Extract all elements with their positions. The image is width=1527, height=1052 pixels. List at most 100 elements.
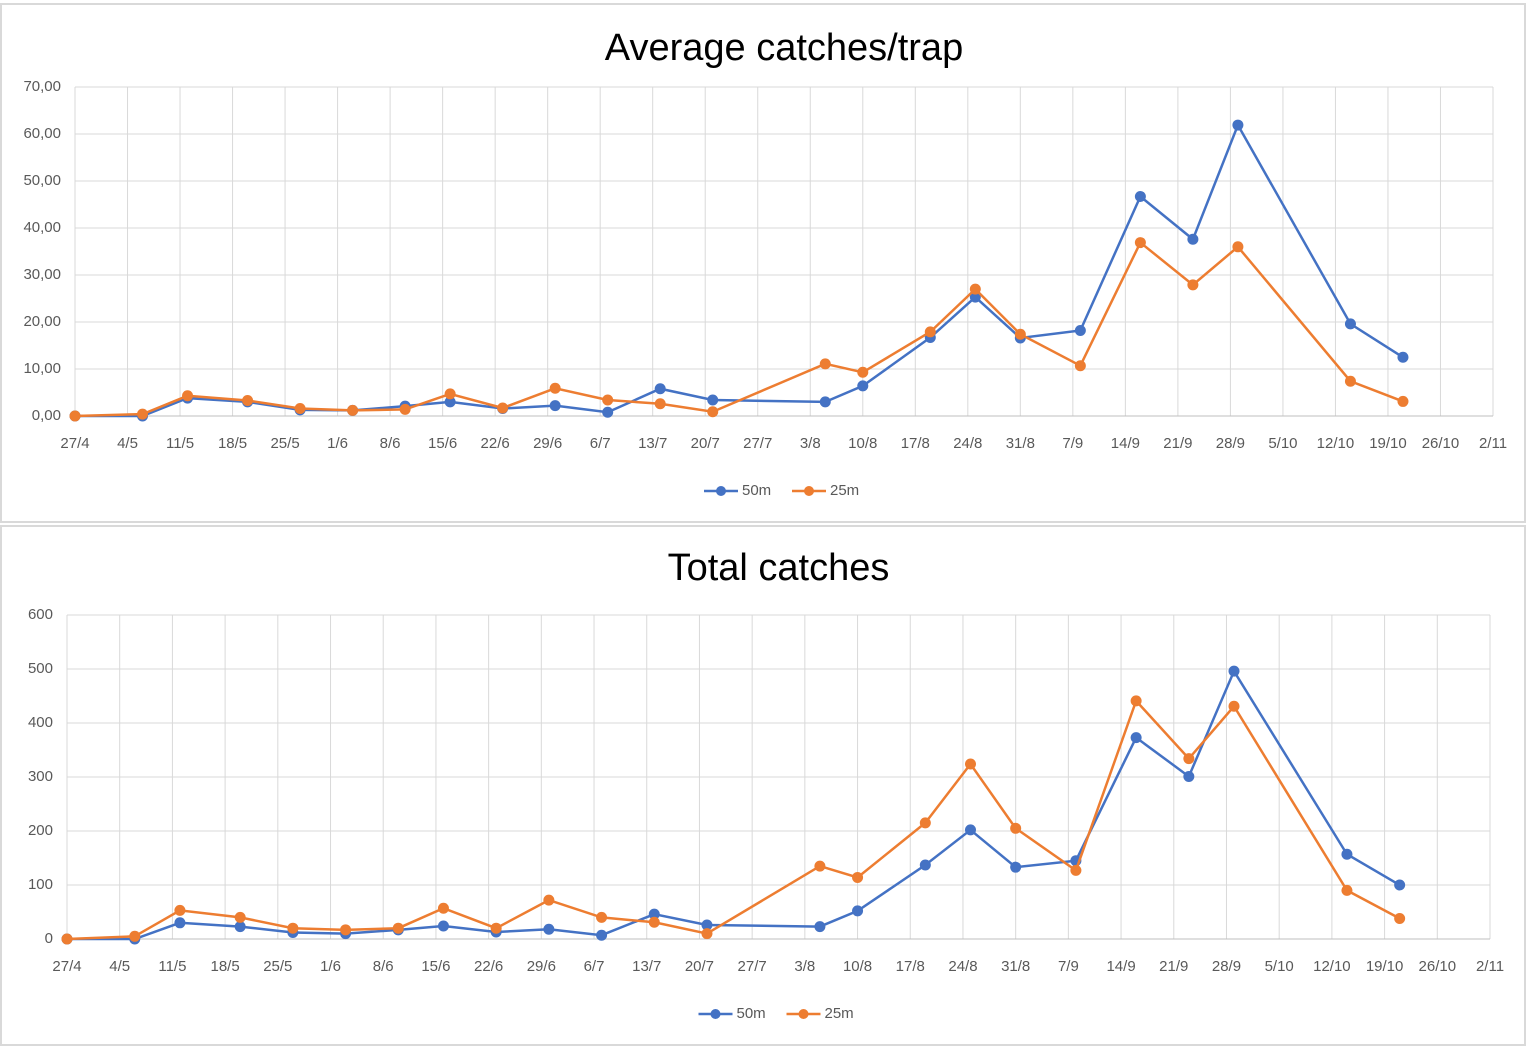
data-point xyxy=(137,408,149,420)
series-line xyxy=(66,698,1401,941)
x-tick-label: 17/8 xyxy=(901,435,930,452)
data-point xyxy=(1187,279,1199,291)
legend-label: 25m xyxy=(825,1005,854,1022)
x-tick-label: 4/5 xyxy=(117,435,138,452)
x-tick-label: 19/10 xyxy=(1366,958,1404,975)
data-point xyxy=(648,916,660,928)
data-point xyxy=(1134,191,1146,203)
data-point xyxy=(1341,848,1353,860)
data-point xyxy=(444,388,456,400)
data-point xyxy=(69,410,81,422)
y-tick-label: 600 xyxy=(28,606,53,623)
series-line xyxy=(74,240,1404,418)
x-tick-label: 27/4 xyxy=(52,958,81,975)
y-tick-label: 400 xyxy=(28,714,53,731)
x-tick-label: 25/5 xyxy=(270,435,299,452)
x-tick-label: 5/10 xyxy=(1268,435,1297,452)
data-point xyxy=(1010,861,1022,873)
data-point xyxy=(596,929,608,941)
data-point xyxy=(964,758,976,770)
y-tick-label: 0 xyxy=(45,930,53,947)
data-point xyxy=(924,326,936,338)
data-point xyxy=(347,404,359,416)
x-tick-label: 11/5 xyxy=(158,958,186,975)
panel xyxy=(0,525,1526,1046)
data-point xyxy=(654,398,666,410)
data-point xyxy=(497,402,509,414)
x-tick-label: 19/10 xyxy=(1369,435,1407,452)
data-point xyxy=(1074,360,1086,372)
x-tick-label: 27/7 xyxy=(743,435,772,452)
data-point xyxy=(543,894,555,906)
data-point xyxy=(707,394,719,406)
x-tick-label: 20/7 xyxy=(685,958,714,975)
x-tick-label: 11/5 xyxy=(166,435,194,452)
data-point xyxy=(1070,864,1082,876)
series-line xyxy=(67,668,1401,941)
legend-marker xyxy=(716,486,726,496)
legend-label: 50m xyxy=(737,1005,766,1022)
legend-marker xyxy=(804,486,814,496)
data-point xyxy=(648,908,660,920)
data-point xyxy=(1074,324,1086,336)
x-tick-label: 7/9 xyxy=(1062,435,1083,452)
x-tick-label: 31/8 xyxy=(1006,435,1035,452)
x-tick-label: 24/8 xyxy=(953,435,982,452)
x-tick-label: 2/11 xyxy=(1479,435,1507,452)
x-tick-label: 8/6 xyxy=(373,958,394,975)
x-tick-label: 5/10 xyxy=(1265,958,1294,975)
x-tick-label: 8/6 xyxy=(380,435,401,452)
x-tick-label: 15/6 xyxy=(428,435,457,452)
x-tick-label: 26/10 xyxy=(1419,958,1457,975)
data-point xyxy=(1130,695,1142,707)
data-point xyxy=(1344,375,1356,387)
x-tick-label: 15/6 xyxy=(421,958,450,975)
data-point xyxy=(602,406,614,418)
x-tick-label: 10/8 xyxy=(848,435,877,452)
data-point xyxy=(1397,351,1409,363)
data-point xyxy=(1232,241,1244,253)
data-point xyxy=(969,291,981,303)
data-point xyxy=(1228,700,1240,712)
x-tick-label: 18/5 xyxy=(211,958,240,975)
data-point xyxy=(819,358,831,370)
data-point xyxy=(857,366,869,378)
data-point xyxy=(242,394,254,406)
data-point xyxy=(437,902,449,914)
data-point xyxy=(1134,237,1146,249)
data-point xyxy=(490,922,502,934)
data-point xyxy=(1183,753,1195,765)
data-point xyxy=(61,933,73,945)
data-point xyxy=(549,400,561,412)
data-point xyxy=(1344,318,1356,330)
x-tick-label: 12/10 xyxy=(1313,958,1351,975)
data-point xyxy=(1394,912,1406,924)
x-tick-label: 1/6 xyxy=(320,958,341,975)
series-line xyxy=(75,122,1404,418)
data-point xyxy=(174,904,186,916)
data-point xyxy=(1014,328,1026,340)
data-point xyxy=(1187,233,1199,245)
data-point xyxy=(234,911,246,923)
data-point xyxy=(1130,732,1142,744)
y-tick-label: 10,00 xyxy=(23,360,61,377)
data-point xyxy=(701,928,713,940)
y-tick-label: 500 xyxy=(28,660,53,677)
x-tick-label: 3/8 xyxy=(800,435,821,452)
x-tick-label: 27/7 xyxy=(738,958,767,975)
x-tick-label: 13/7 xyxy=(638,435,667,452)
y-tick-label: 30,00 xyxy=(23,266,61,283)
data-point xyxy=(444,396,456,408)
x-tick-label: 21/9 xyxy=(1163,435,1192,452)
data-point xyxy=(287,922,299,934)
x-tick-label: 31/8 xyxy=(1001,958,1030,975)
x-tick-label: 18/5 xyxy=(218,435,247,452)
data-point xyxy=(234,921,246,933)
x-tick-label: 29/6 xyxy=(527,958,556,975)
chart-title: Average catches/trap xyxy=(605,27,963,69)
data-point xyxy=(340,924,352,936)
x-tick-label: 27/4 xyxy=(60,435,89,452)
legend-label: 50m xyxy=(742,482,771,499)
x-tick-label: 28/9 xyxy=(1212,958,1241,975)
